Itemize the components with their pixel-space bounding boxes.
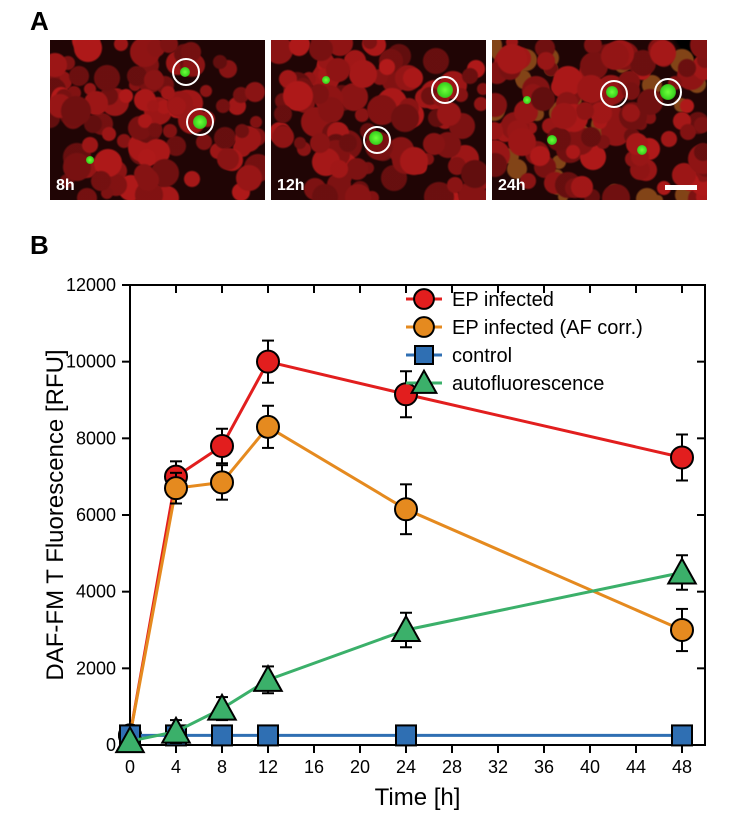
svg-text:4000: 4000 bbox=[76, 582, 116, 602]
green-spot bbox=[322, 76, 330, 84]
svg-text:36: 36 bbox=[534, 757, 554, 777]
svg-text:DAF-FM T Fluorescence [RFU]: DAF-FM T Fluorescence [RFU] bbox=[42, 349, 69, 680]
annotation-circle bbox=[172, 58, 200, 86]
svg-text:2000: 2000 bbox=[76, 658, 116, 678]
annotation-circle bbox=[186, 108, 214, 136]
svg-text:EP infected: EP infected bbox=[452, 289, 554, 311]
svg-text:20: 20 bbox=[350, 757, 370, 777]
annotation-circle bbox=[363, 126, 391, 154]
annotation-circle bbox=[654, 78, 682, 106]
svg-text:0: 0 bbox=[125, 757, 135, 777]
svg-text:control: control bbox=[452, 345, 512, 367]
svg-text:8000: 8000 bbox=[76, 428, 116, 448]
svg-text:48: 48 bbox=[672, 757, 692, 777]
micrograph-24h: 24h bbox=[492, 40, 707, 200]
svg-text:4: 4 bbox=[171, 757, 181, 777]
panel-b-chart: 0481216202428323640444802000400060008000… bbox=[35, 265, 725, 825]
green-spot bbox=[637, 145, 647, 155]
svg-text:28: 28 bbox=[442, 757, 462, 777]
svg-text:12000: 12000 bbox=[66, 275, 116, 295]
svg-text:24: 24 bbox=[396, 757, 416, 777]
green-spot bbox=[86, 156, 94, 164]
green-spot bbox=[523, 96, 531, 104]
scalebar bbox=[665, 185, 697, 190]
panel-b-label: B bbox=[30, 230, 49, 261]
svg-text:EP infected (AF corr.): EP infected (AF corr.) bbox=[452, 317, 643, 339]
annotation-circle bbox=[431, 76, 459, 104]
svg-text:0: 0 bbox=[106, 735, 116, 755]
micrograph-time-label: 12h bbox=[277, 177, 305, 195]
svg-text:16: 16 bbox=[304, 757, 324, 777]
svg-text:autofluorescence: autofluorescence bbox=[452, 373, 604, 395]
figure-container: A 8h12h24h B 048121620242832364044480200… bbox=[0, 0, 752, 20]
svg-text:Time [h]: Time [h] bbox=[375, 784, 461, 811]
svg-text:40: 40 bbox=[580, 757, 600, 777]
svg-text:6000: 6000 bbox=[76, 505, 116, 525]
svg-text:44: 44 bbox=[626, 757, 646, 777]
svg-text:32: 32 bbox=[488, 757, 508, 777]
panel-a-micrographs: 8h 12h 24h bbox=[50, 40, 707, 200]
micrograph-time-label: 8h bbox=[56, 177, 75, 195]
green-spot bbox=[547, 135, 557, 145]
micrograph-time-label: 24h bbox=[498, 177, 526, 195]
svg-text:12: 12 bbox=[258, 757, 278, 777]
panel-a-label: A bbox=[30, 6, 49, 37]
micrograph-12h: 12h bbox=[271, 40, 486, 200]
annotation-circle bbox=[600, 80, 628, 108]
svg-text:10000: 10000 bbox=[66, 352, 116, 372]
svg-text:8: 8 bbox=[217, 757, 227, 777]
micrograph-8h: 8h bbox=[50, 40, 265, 200]
